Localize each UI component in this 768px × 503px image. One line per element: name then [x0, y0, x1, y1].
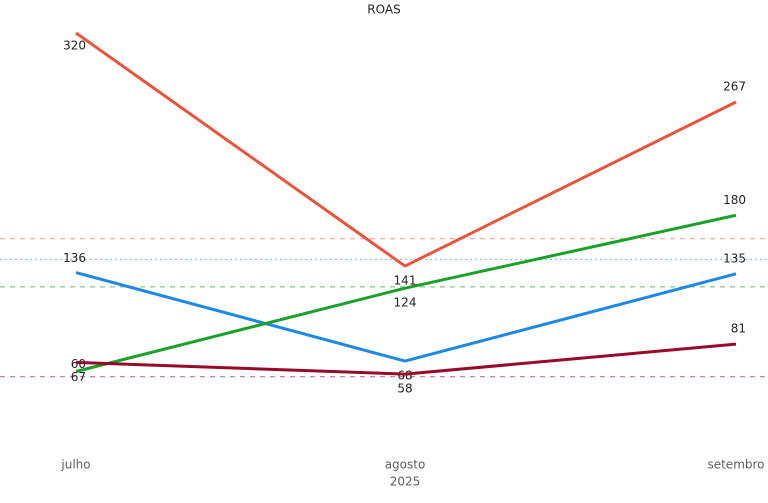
- series-line: [75, 342, 737, 376]
- x-axis-title: 2025: [390, 475, 421, 489]
- data-label: 267: [723, 80, 746, 94]
- data-label: 60: [71, 357, 86, 371]
- data-label: 124: [394, 296, 417, 310]
- chart-title: ROAS: [367, 3, 400, 17]
- x-tick-label: setembro: [707, 458, 764, 472]
- x-tick-label: agosto: [385, 458, 426, 472]
- data-label: 136: [63, 251, 86, 265]
- data-label: 81: [731, 322, 746, 336]
- data-label: 135: [723, 251, 746, 265]
- series-line: [75, 213, 737, 373]
- x-tick-label: julho: [60, 458, 90, 472]
- series-line: [75, 271, 737, 363]
- data-label: 320: [63, 39, 86, 53]
- data-label: 180: [723, 193, 746, 207]
- data-label: 67: [71, 370, 86, 384]
- series-line: [75, 31, 737, 268]
- data-label: 141: [394, 274, 417, 288]
- data-label: 58: [397, 382, 412, 396]
